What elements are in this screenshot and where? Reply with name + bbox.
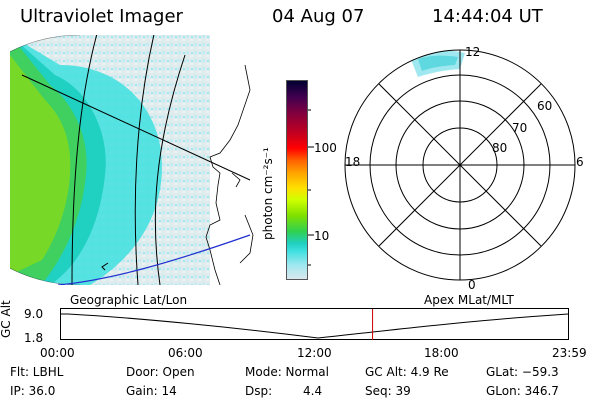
timeline-axis-label: GC Alt <box>0 300 13 338</box>
timeline-x-tick-2359: 23:59 <box>552 346 587 360</box>
time-label: 14:44:04 UT <box>432 6 543 27</box>
coastline <box>205 64 254 285</box>
mlt-label-18: 18 <box>345 155 361 169</box>
timeline-left-title: Geographic Lat/Lon <box>70 293 188 307</box>
altitude-curve <box>60 313 569 339</box>
timeline-x-tick-0600: 06:00 <box>168 346 203 360</box>
timeline-x-tick-0000: 00:00 <box>40 346 75 360</box>
colorbar-axis <box>308 109 314 266</box>
timeline-x-tick-1200: 12:00 <box>297 346 332 360</box>
status-glat: GLat: −59.3 <box>486 365 559 379</box>
lat-label-60: 60 <box>537 99 553 113</box>
date-label: 04 Aug 07 <box>272 6 365 27</box>
status-dsp-label: Dsp: <box>245 384 273 398</box>
timeline-x-tick-1800: 18:00 <box>424 346 459 360</box>
colorbar-unit-label: photon cm⁻²s⁻¹ <box>261 147 275 240</box>
colorbar-tick-100: 100 <box>314 141 337 155</box>
polar-plot <box>344 49 576 281</box>
terminator-line <box>57 234 251 285</box>
geographic-map <box>10 35 254 285</box>
timeline-y-tick-low: 1.8 <box>24 331 44 345</box>
lat-label-70: 70 <box>512 121 528 135</box>
colorbar-tick-10: 10 <box>314 229 330 243</box>
status-gc-alt: GC Alt: 4.9 Re <box>365 365 449 379</box>
status-seq: Seq: 39 <box>365 384 411 398</box>
status-flt: Flt: LBHL <box>10 365 64 379</box>
mlt-label-6: 6 <box>576 155 584 169</box>
timeline-y-tick-high: 9.0 <box>24 307 44 321</box>
status-mode: Mode: Normal <box>245 365 329 379</box>
timeline-right-title: Apex MLat/MLT <box>424 293 514 307</box>
aurora-image <box>10 35 210 285</box>
status-glon: GLon: 346.7 <box>486 384 559 398</box>
status-gain: Gain: 14 <box>126 384 177 398</box>
status-door: Door: Open <box>126 365 195 379</box>
lat-label-80: 80 <box>492 141 508 155</box>
lat-lon-grid <box>21 35 251 285</box>
mlt-label-12: 12 <box>465 45 481 59</box>
instrument-title: Ultraviolet Imager <box>20 6 183 27</box>
status-ip: IP: 36.0 <box>10 384 56 398</box>
altitude-timeline <box>60 308 569 340</box>
status-dsp-value: 4.4 <box>303 384 323 398</box>
mlt-label-0: 0 <box>468 278 476 292</box>
colorbar <box>286 80 308 280</box>
